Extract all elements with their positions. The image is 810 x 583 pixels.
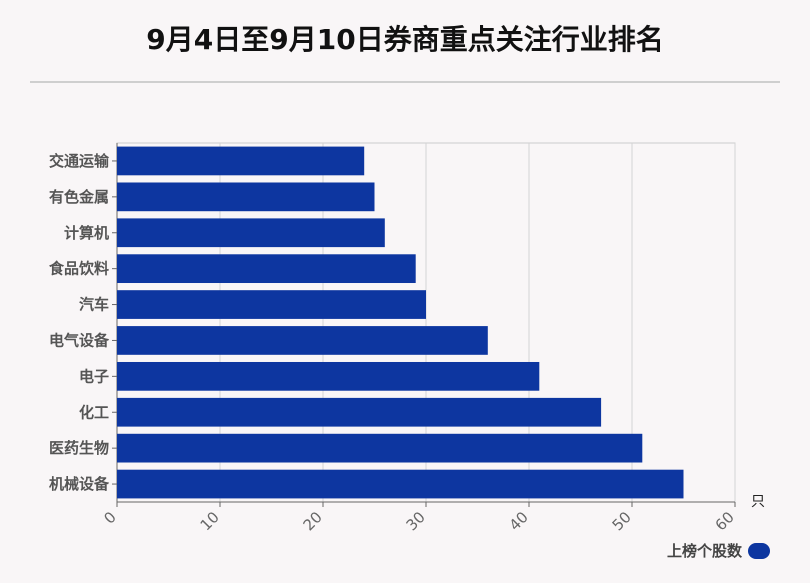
bar — [117, 433, 643, 463]
bar — [117, 361, 540, 391]
bar — [117, 290, 426, 319]
category-label: 化工 — [79, 403, 109, 421]
category-label: 医药生物 — [49, 439, 109, 457]
x-tick-label: 50 — [609, 508, 635, 534]
x-tick-label: 30 — [403, 508, 429, 534]
x-tick-label: 10 — [197, 508, 223, 534]
chart-title: 9月4日至9月10日券商重点关注行业排名 — [146, 23, 664, 56]
category-label: 食品饮料 — [49, 260, 109, 278]
bar — [117, 397, 602, 427]
category-label: 电子 — [79, 367, 109, 385]
x-tick-label: 40 — [506, 508, 532, 534]
legend-swatch — [748, 542, 770, 559]
bar — [117, 469, 684, 499]
x-tick-label: 20 — [300, 508, 326, 534]
legend[interactable]: 上榜个股数 — [667, 540, 770, 561]
bar — [117, 218, 385, 248]
category-label: 计算机 — [64, 224, 109, 242]
legend-label: 上榜个股数 — [666, 542, 742, 560]
unit-label: 只 — [751, 494, 765, 510]
x-tick-label: 0 — [100, 508, 119, 527]
bar — [117, 146, 365, 176]
category-label: 电气设备 — [49, 331, 110, 349]
category-label: 机械设备 — [49, 475, 110, 493]
bar — [117, 182, 375, 212]
category-label: 交通运输 — [49, 152, 110, 170]
category-label: 有色金属 — [49, 188, 109, 206]
category-label: 汽车 — [79, 296, 109, 314]
bar — [117, 254, 416, 284]
bar — [117, 326, 488, 355]
title-divider — [30, 81, 780, 83]
x-tick-label: 60 — [712, 508, 738, 534]
